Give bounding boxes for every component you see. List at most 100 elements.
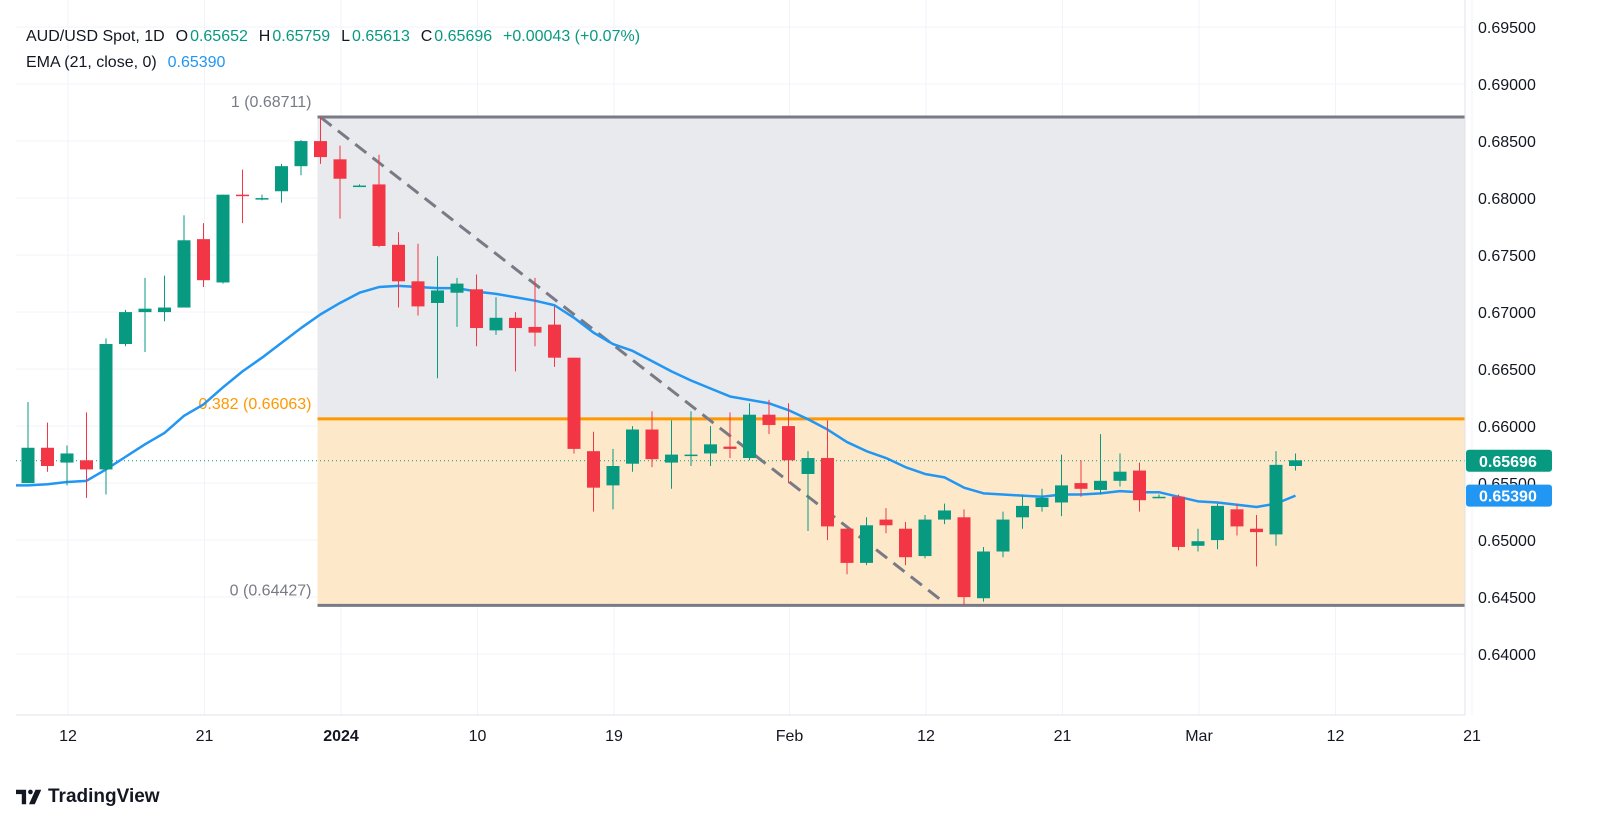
ema-price-badge-bg — [1466, 484, 1552, 507]
date-tick-label: 10 — [469, 728, 487, 745]
candle — [41, 422, 54, 472]
price-tick-label: 0.67000 — [1478, 305, 1536, 322]
candle — [1016, 494, 1029, 529]
ema-label: EMA (21, close, 0) — [26, 54, 157, 71]
candle — [197, 223, 210, 288]
date-tick-label: 21 — [1463, 728, 1481, 745]
candle — [275, 163, 288, 203]
candle-body — [977, 551, 990, 599]
ema-legend[interactable]: EMA (21, close, 0) 0.65390 — [26, 54, 227, 72]
candle-body — [684, 454, 698, 457]
candle — [1035, 488, 1049, 512]
candle-body — [138, 308, 152, 313]
candle — [879, 508, 893, 534]
candle-body — [21, 447, 35, 484]
candle-body — [1289, 460, 1302, 466]
symbol-legend[interactable]: AUD/USD Spot, 1D O 0.65652 H 0.65759 L 0.65… — [26, 28, 642, 46]
candle-body — [177, 240, 191, 308]
tradingview-brand[interactable]: TradingView — [16, 786, 160, 808]
candle — [450, 277, 464, 327]
candle — [704, 426, 717, 466]
candle — [548, 306, 561, 367]
candle-body — [197, 239, 210, 281]
candle-body — [1113, 471, 1127, 481]
fibonacci-retracement[interactable]: 1 (0.68711) 0.382 (0.66063) 0 (0.64427) — [199, 94, 1465, 607]
candle-body — [938, 510, 951, 520]
candle — [294, 139, 308, 176]
candle — [1211, 503, 1224, 550]
fib-level-0-label: 0 (0.64427) — [230, 582, 312, 599]
candle-body — [587, 451, 600, 488]
candle — [1191, 528, 1205, 552]
low-value: 0.65613 — [352, 28, 410, 45]
candle — [1113, 453, 1127, 487]
date-tick-label: Mar — [1185, 728, 1213, 745]
fib-level-0382-label: 0.382 (0.66063) — [199, 396, 312, 413]
candle-body — [879, 519, 893, 526]
candle — [80, 412, 93, 498]
candle-body — [489, 317, 503, 331]
candle — [606, 448, 620, 510]
candle — [977, 546, 990, 602]
candle — [626, 426, 639, 472]
candle-body — [860, 525, 873, 563]
open-label: O — [175, 28, 189, 45]
fib-level-1-label: 1 (0.68711) — [231, 94, 312, 111]
date-tick-label: 12 — [917, 728, 935, 745]
candle — [1074, 460, 1088, 497]
candle-body — [528, 326, 542, 333]
candle-body — [723, 446, 737, 449]
candle — [489, 297, 503, 335]
change-value: +0.00043 (+0.07%) — [503, 28, 641, 45]
candle — [353, 184, 366, 188]
candle — [528, 277, 542, 347]
candle-body — [762, 414, 776, 425]
candle — [392, 232, 405, 308]
candle-body — [801, 458, 815, 474]
candle-body — [704, 444, 717, 454]
candle — [470, 274, 483, 347]
candle — [1230, 503, 1244, 536]
price-tick-label: 0.69500 — [1478, 20, 1536, 37]
candle-body — [470, 289, 483, 329]
price-tick-label: 0.66500 — [1478, 362, 1536, 379]
candle-body — [899, 528, 912, 558]
candle-body — [645, 429, 659, 460]
candle — [1152, 494, 1166, 499]
candle-body — [1172, 496, 1185, 547]
candle — [821, 420, 834, 541]
date-tick-label: 21 — [196, 728, 214, 745]
candle-body — [509, 317, 522, 329]
candle — [723, 412, 737, 459]
candle — [158, 275, 171, 322]
price-tick-label: 0.68500 — [1478, 134, 1536, 151]
candle-body — [1211, 505, 1224, 541]
candle-body — [567, 357, 581, 449]
candle — [665, 420, 678, 489]
candle — [1094, 434, 1107, 495]
candle — [138, 277, 152, 352]
candle-body — [99, 344, 113, 470]
low-label: L — [341, 28, 350, 45]
candle — [60, 445, 74, 486]
candle-body — [1055, 485, 1068, 503]
date-tick-label: Feb — [776, 728, 804, 745]
candle — [918, 515, 932, 559]
symbol-name: AUD/USD Spot, 1D — [26, 28, 165, 45]
candle-body — [1074, 483, 1088, 489]
candle-body — [60, 453, 74, 463]
candle-body — [41, 447, 54, 466]
date-tick-label: 19 — [605, 728, 623, 745]
candle-body — [821, 458, 834, 527]
last-price-badge-bg — [1466, 449, 1552, 472]
candle — [645, 411, 659, 468]
price-tick-label: 0.64500 — [1478, 590, 1536, 607]
candle-body — [626, 429, 639, 464]
candle — [1133, 462, 1146, 512]
candle — [938, 503, 951, 525]
candle-body — [353, 185, 366, 188]
candle-body — [119, 312, 132, 345]
candle-body — [158, 307, 171, 313]
candle-body — [255, 198, 269, 200]
